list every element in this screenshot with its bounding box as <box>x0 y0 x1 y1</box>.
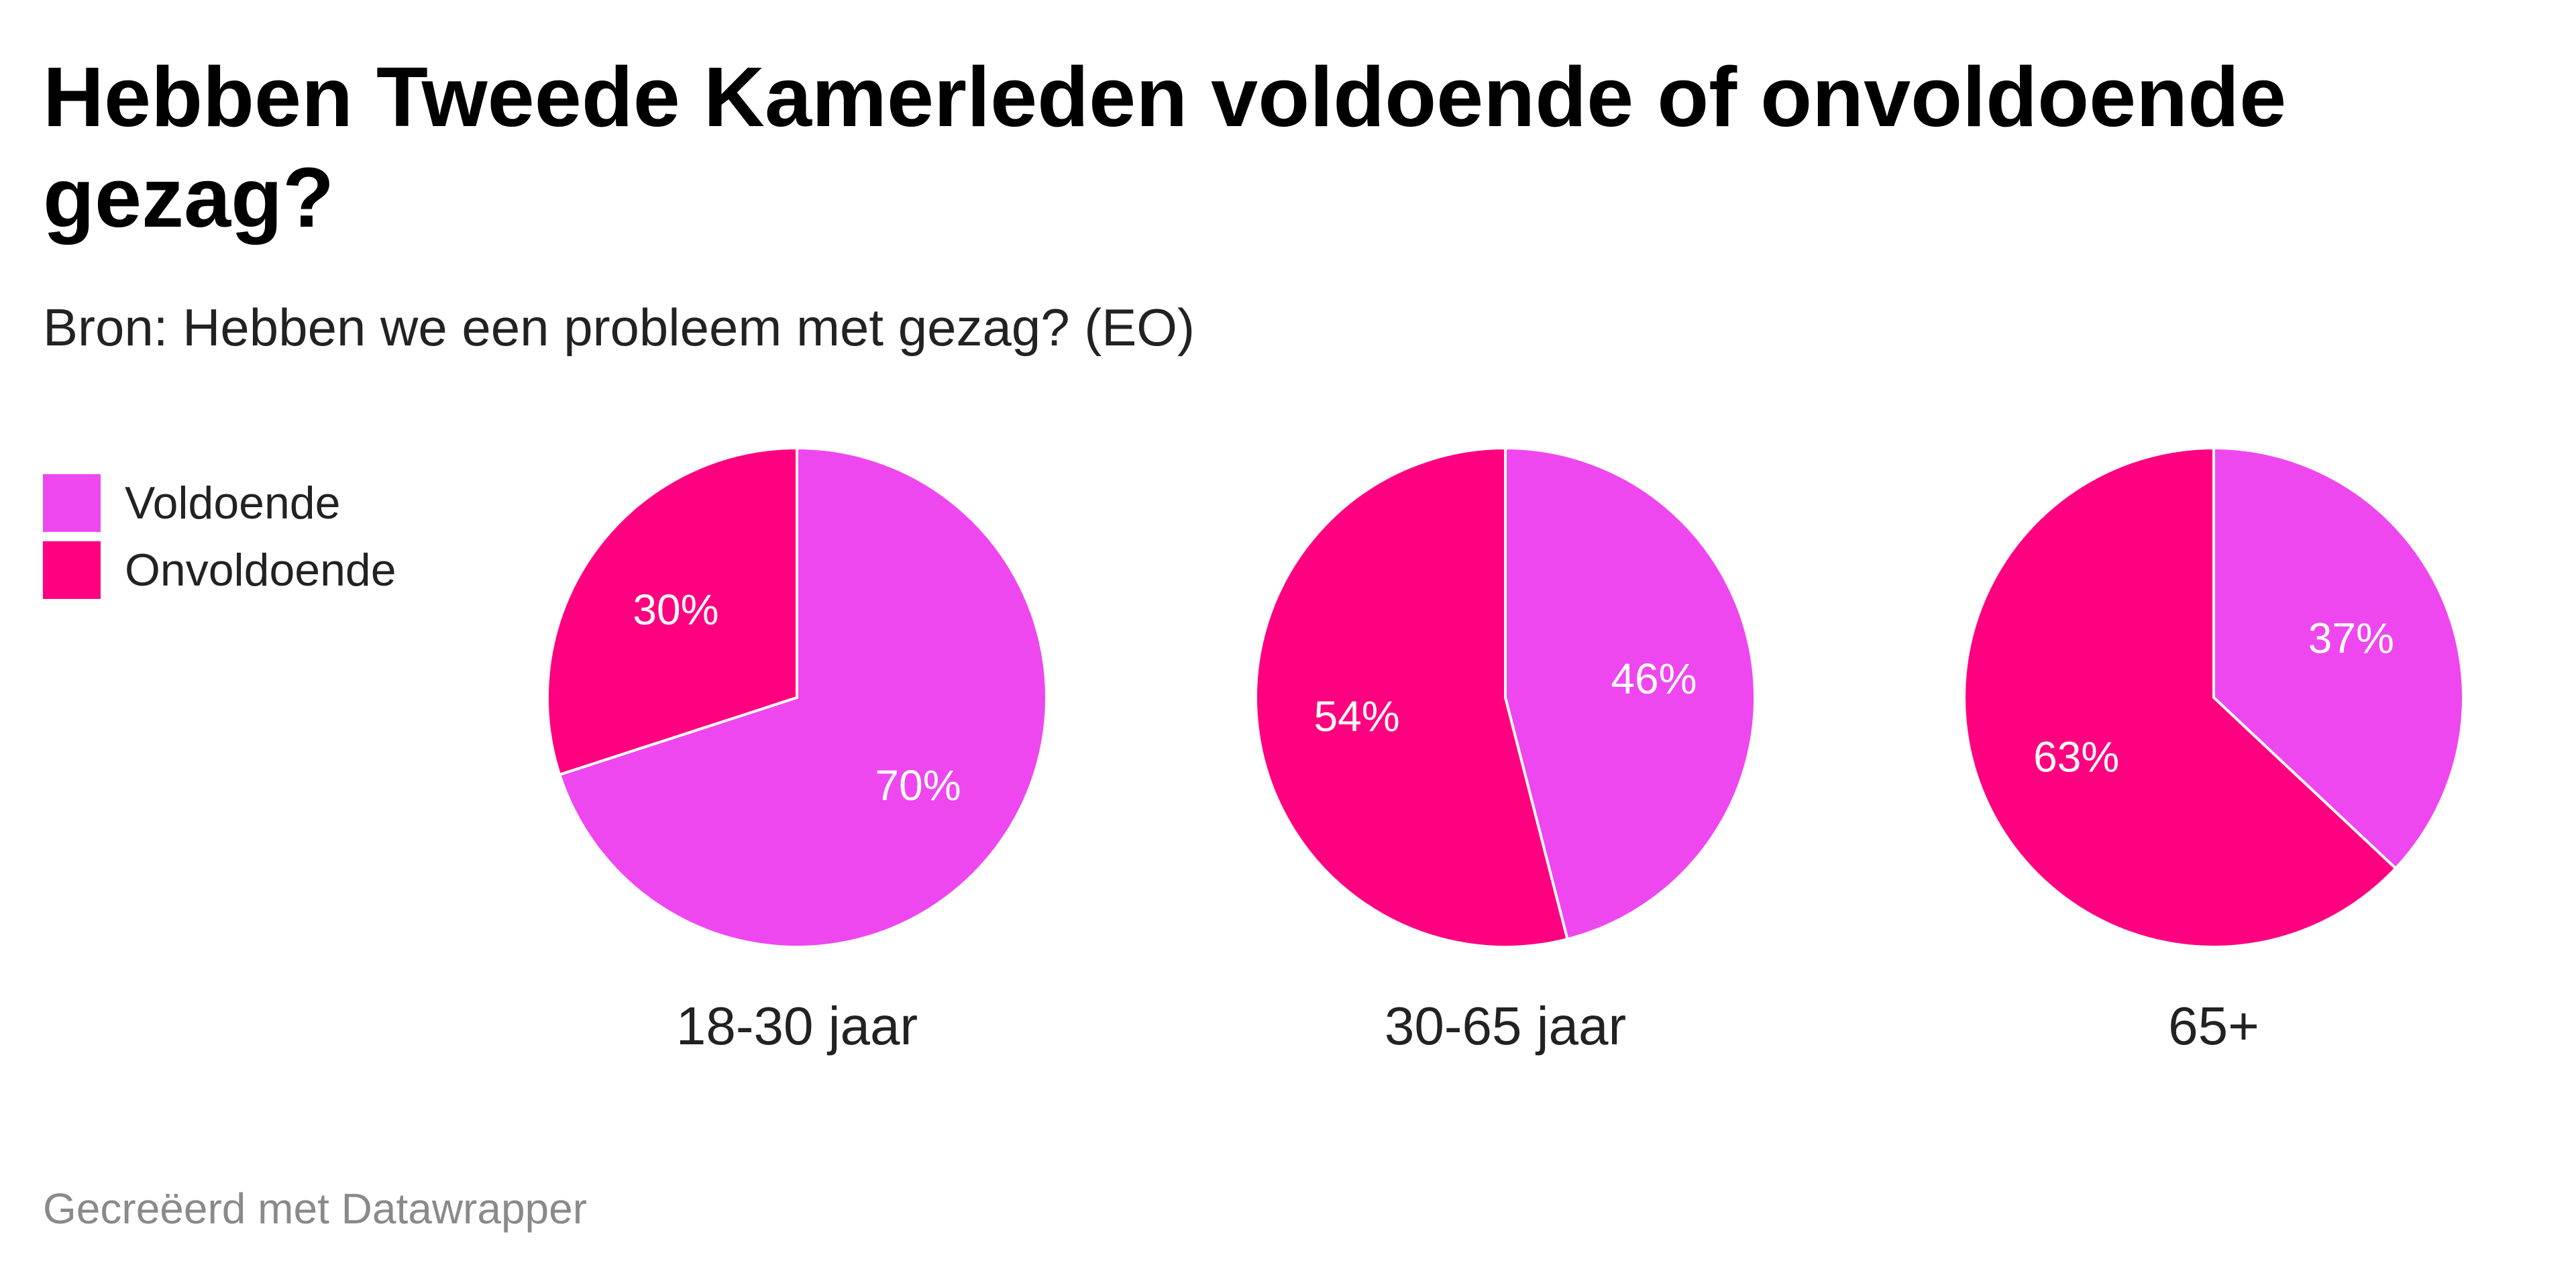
pie-slice-onvoldoende <box>546 446 798 777</box>
pie-65: 37% 63% 65+ <box>1963 446 2465 1056</box>
legend-swatch-voldoende <box>43 474 101 532</box>
legend-swatch-onvoldoende <box>43 541 101 599</box>
pie-slice-onvoldoende <box>1963 446 2398 948</box>
slice-label-onvoldoende: 30% <box>633 586 718 634</box>
legend-item-onvoldoende: Onvoldoende <box>43 537 396 604</box>
chart-subtitle: Bron: Hebben we een probleem met gezag? … <box>43 298 1195 357</box>
slice-label-voldoende: 70% <box>875 761 961 810</box>
pie-group-label: 18-30 jaar <box>676 996 918 1056</box>
pie-group-label: 65+ <box>2168 996 2259 1056</box>
footer-credit: Gecreëerd met Datawrapper <box>43 1184 588 1233</box>
chart-title: Hebben Tweede Kamerleden voldoende of on… <box>43 50 2287 245</box>
pie-group-label: 30-65 jaar <box>1385 996 1626 1056</box>
pie-slice-voldoende <box>557 446 1048 948</box>
pie-slice-voldoende <box>2212 446 2465 871</box>
legend: Voldoende Onvoldoende <box>43 469 396 604</box>
pie-slice-voldoende <box>1504 446 1756 941</box>
pie-slice-onvoldoende <box>1254 446 1569 948</box>
pie-18-30-jaar: 70% 30% 18-30 jaar <box>546 446 1048 1056</box>
pie-30-65-jaar: 46% 54% 30-65 jaar <box>1254 446 1756 1056</box>
slice-label-voldoende: 37% <box>2308 614 2394 662</box>
legend-label-voldoende: Voldoende <box>125 478 341 529</box>
slice-label-onvoldoende: 54% <box>1314 692 1400 740</box>
slice-label-voldoende: 46% <box>1611 655 1697 703</box>
legend-item-voldoende: Voldoende <box>43 469 396 537</box>
slice-label-onvoldoende: 63% <box>2033 733 2119 781</box>
legend-label-onvoldoende: Onvoldoende <box>125 545 396 596</box>
